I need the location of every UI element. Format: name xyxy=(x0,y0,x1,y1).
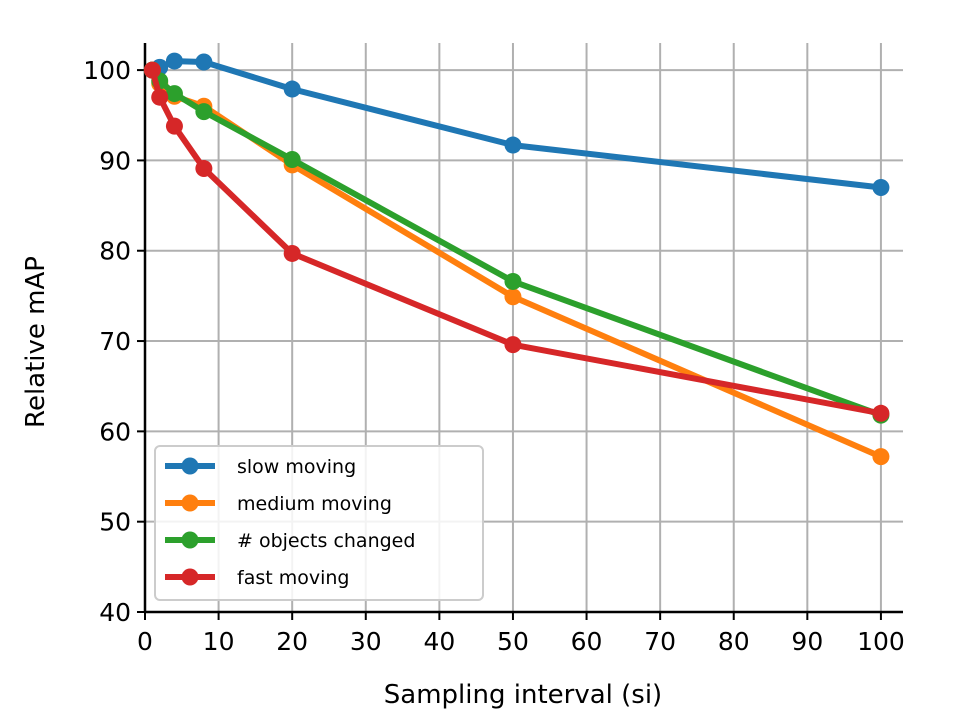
y-tick-label: 90 xyxy=(99,146,131,175)
data-point xyxy=(143,61,161,79)
legend-label: fast moving xyxy=(237,567,349,589)
data-point xyxy=(283,80,301,98)
data-point xyxy=(283,151,301,169)
series-line xyxy=(149,67,884,460)
x-tick-label: 30 xyxy=(350,627,382,656)
x-axis-label: Sampling interval (si) xyxy=(384,680,662,710)
legend-label: slow moving xyxy=(237,456,356,478)
data-point xyxy=(872,179,890,197)
data-point xyxy=(872,448,890,466)
series-objects-changed xyxy=(143,61,890,424)
legend: slow moving medium moving # objects change… xyxy=(154,445,484,601)
data-point xyxy=(504,136,522,154)
legend-label: medium moving xyxy=(237,493,392,515)
series-line xyxy=(149,67,884,419)
data-point xyxy=(165,52,183,70)
x-tick-label: 50 xyxy=(497,627,529,656)
legend-swatch-marker xyxy=(181,494,199,512)
data-point xyxy=(195,103,213,121)
series-line xyxy=(149,58,884,191)
x-tick-label: 70 xyxy=(644,627,676,656)
data-point xyxy=(195,160,213,178)
x-tick-label: 20 xyxy=(276,627,308,656)
data-point xyxy=(283,244,301,262)
data-point xyxy=(151,88,169,106)
axes xyxy=(137,43,903,620)
y-tick-label: 80 xyxy=(99,237,131,266)
legend-swatch-marker xyxy=(181,457,199,475)
series-slow-moving xyxy=(143,52,890,197)
data-point xyxy=(195,53,213,71)
y-tick-label: 100 xyxy=(83,56,131,85)
x-tick-label: 90 xyxy=(791,627,823,656)
y-tick-label: 40 xyxy=(99,598,131,627)
data-point xyxy=(504,272,522,290)
y-tick-label: 60 xyxy=(99,417,131,446)
y-axis-label: Relative mAP xyxy=(21,256,51,428)
x-tick-label: 60 xyxy=(571,627,603,656)
legend-swatch-marker xyxy=(181,568,199,586)
x-tick-label: 40 xyxy=(423,627,455,656)
series-medium-moving xyxy=(143,61,890,466)
x-tick-label: 80 xyxy=(718,627,750,656)
data-point xyxy=(165,85,183,103)
data-point xyxy=(872,404,890,422)
tick-labels: 0 10 20 30 40 50 60 70 80 90 100 40 50 60 70 80 90 100 xyxy=(83,56,905,656)
data-point xyxy=(504,336,522,354)
legend-swatch-marker xyxy=(181,531,199,549)
series-line xyxy=(149,67,884,417)
data-point xyxy=(165,117,183,135)
x-tick-label: 0 xyxy=(137,627,153,656)
y-tick-label: 50 xyxy=(99,508,131,537)
series-fast-moving xyxy=(143,61,890,422)
legend-label: # objects changed xyxy=(237,530,415,552)
series-layer xyxy=(143,52,890,466)
x-tick-label: 100 xyxy=(857,627,905,656)
legend-box xyxy=(154,445,484,601)
x-tick-label: 10 xyxy=(203,627,235,656)
y-tick-label: 70 xyxy=(99,327,131,356)
data-point xyxy=(504,288,522,306)
